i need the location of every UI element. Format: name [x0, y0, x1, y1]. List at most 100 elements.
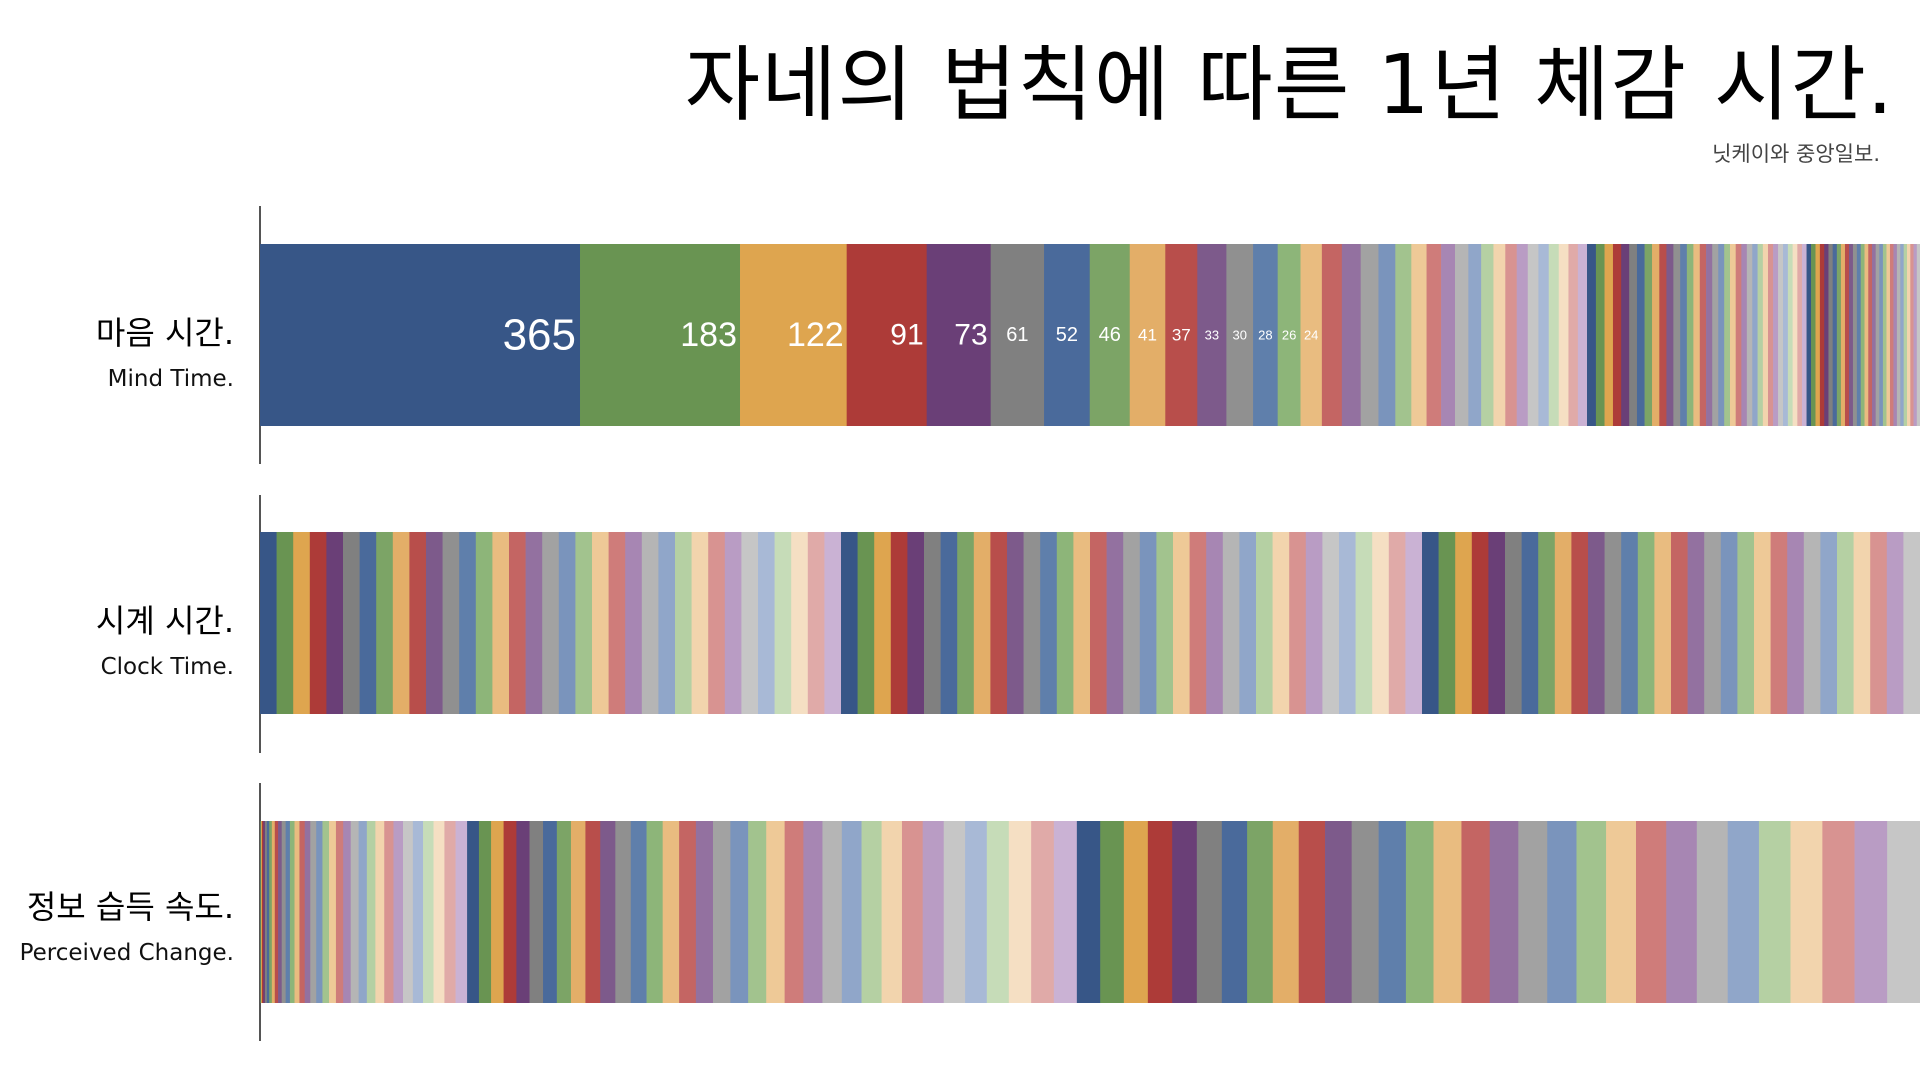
bar-segment	[492, 532, 510, 714]
bar-segment	[1106, 532, 1124, 714]
bar-segment	[1441, 244, 1456, 426]
bar-segment	[990, 532, 1008, 714]
bar-segment	[1247, 821, 1274, 1003]
bar-segment	[1505, 244, 1518, 426]
bar-segment	[1870, 532, 1888, 714]
bar-segment	[1886, 532, 1904, 714]
data-label: 26	[1282, 328, 1296, 343]
bar-segment	[608, 532, 626, 714]
bar-segment	[824, 532, 842, 714]
row-label-perceived-change: 정보 습득 속도. Perceived Change.	[20, 886, 234, 968]
bar-segment	[1256, 532, 1273, 714]
bar-segment	[1773, 244, 1779, 426]
bar-segment	[455, 821, 468, 1003]
bar-segment	[943, 821, 966, 1003]
bar-segment	[1196, 821, 1223, 1003]
data-label: 183	[680, 316, 737, 354]
bar-segment	[1493, 244, 1506, 426]
bar-segment	[695, 821, 714, 1003]
bar-segment	[1706, 244, 1713, 426]
bar-segment	[260, 821, 263, 1003]
bar-segment	[1321, 244, 1343, 426]
bar-segment	[1518, 821, 1548, 1003]
bar-segment	[1741, 244, 1748, 426]
bar-segment	[1790, 821, 1823, 1003]
bar-segment	[1289, 532, 1307, 714]
bar-segment	[1916, 244, 1920, 426]
bar-segment	[1757, 244, 1764, 426]
bar-segment	[641, 532, 659, 714]
bar-segment	[1848, 244, 1854, 426]
bar-segment	[1538, 532, 1556, 714]
bar-segment	[1395, 244, 1412, 426]
bar-segment	[1913, 244, 1918, 426]
bar-segment	[1659, 244, 1667, 426]
bar-segment	[846, 244, 928, 426]
bar-segment	[791, 532, 809, 714]
bar-segment	[271, 821, 276, 1003]
bar-segment	[1666, 244, 1674, 426]
bar-segment	[1604, 244, 1614, 426]
bar-segment	[1836, 244, 1842, 426]
bar-segment	[1197, 244, 1227, 426]
bar-segment	[1189, 532, 1207, 714]
bar-segment	[1076, 821, 1101, 1003]
bar-segment	[343, 532, 360, 714]
bar-segment	[1844, 244, 1850, 426]
bar-segment	[375, 821, 385, 1003]
bar-segment	[1588, 532, 1605, 714]
row-label-korean: 시계 시간.	[95, 602, 234, 640]
bar-segment	[1803, 532, 1821, 714]
bar-segment	[1770, 532, 1788, 714]
bar-segment	[708, 532, 726, 714]
data-label: 33	[1205, 328, 1219, 343]
bar-segment	[1853, 532, 1871, 714]
bar-segment	[1680, 244, 1688, 426]
bar-segment	[1806, 244, 1812, 426]
bar-segment	[1729, 244, 1737, 426]
bar-segment	[543, 821, 558, 1003]
bar-segment	[1090, 532, 1107, 714]
bar-segment	[646, 821, 664, 1003]
bar-segment	[1889, 244, 1894, 426]
bar-segment	[1686, 244, 1694, 426]
data-label: 61	[1006, 324, 1028, 346]
bar-segment	[299, 821, 306, 1003]
bar-segment	[1636, 244, 1645, 426]
bar-segment	[1089, 244, 1131, 426]
bar-segment	[1820, 532, 1838, 714]
bar-segment	[1637, 532, 1655, 714]
bar-segment	[326, 532, 344, 714]
bar-segment	[289, 821, 295, 1003]
bar-segment	[570, 821, 586, 1003]
bar-segment	[575, 532, 593, 714]
bar-segment	[260, 244, 581, 426]
bar-segment	[1758, 821, 1791, 1003]
bar-segment	[1735, 244, 1742, 426]
bar-segment	[730, 821, 749, 1003]
bar-segment	[1886, 244, 1891, 426]
bar-segment	[1654, 532, 1672, 714]
bar-segment	[1854, 821, 1888, 1003]
bar-segment	[1768, 244, 1774, 426]
bar-segment	[1727, 821, 1760, 1003]
bar-segment	[1516, 244, 1529, 426]
bar-segment	[1673, 244, 1681, 426]
bar-segment	[1139, 532, 1157, 714]
bar-segment	[1828, 244, 1834, 426]
row-label-mind-time: 마음 시간. Mind Time.	[96, 312, 234, 394]
bar-segment	[658, 532, 676, 714]
bar-segment	[1123, 532, 1141, 714]
bar-segment	[1871, 244, 1877, 426]
bar-segment	[1388, 532, 1406, 714]
bar-segment	[350, 821, 359, 1003]
data-label: 73	[954, 319, 987, 352]
bar-segment	[1801, 244, 1807, 426]
bar-segment	[724, 532, 742, 714]
bar-segment	[1305, 532, 1323, 714]
bar-segment	[901, 821, 924, 1003]
bar-segment	[807, 532, 825, 714]
bar-segment	[1666, 821, 1698, 1003]
bar-segment	[1222, 532, 1240, 714]
